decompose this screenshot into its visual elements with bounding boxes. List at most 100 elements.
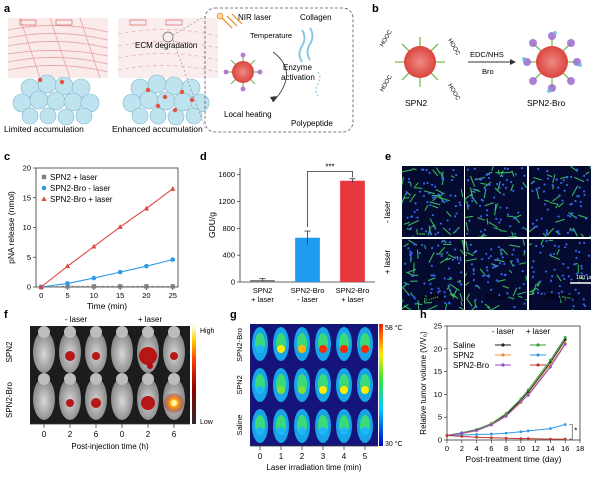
cell-nucleus <box>549 279 553 282</box>
cell-nucleus <box>409 254 412 257</box>
h-xtick-label: 12 <box>531 444 539 453</box>
mouse-head <box>64 373 76 385</box>
mouse-silhouette <box>163 326 185 373</box>
collagen-fiber <box>440 171 443 177</box>
cell-nucleus <box>520 167 524 170</box>
g-xlabel: Laser irradiation time (min) <box>266 463 361 472</box>
fluorescence-mice <box>33 326 185 420</box>
f-scale-high: High <box>200 328 215 335</box>
collagen-fiber <box>528 293 533 296</box>
collagen-fiber <box>465 221 469 232</box>
cell-nucleus <box>449 194 452 197</box>
cell-nucleus <box>501 256 504 259</box>
c-ytick-label: 15 <box>23 193 31 202</box>
c-data-point <box>38 284 44 289</box>
cell-nucleus <box>557 292 560 295</box>
cell-nucleus <box>494 265 497 269</box>
cell-nucleus <box>493 196 496 199</box>
cell-nucleus <box>449 289 452 292</box>
collagen-fiber <box>403 243 409 248</box>
cell-nucleus <box>447 284 450 287</box>
cell-nucleus <box>489 254 492 258</box>
cell-nucleus <box>437 291 440 294</box>
cell-nucleus <box>447 267 450 270</box>
collagen-fiber <box>571 185 579 196</box>
collagen-fiber <box>428 296 439 301</box>
cell-nucleus <box>493 264 496 267</box>
cell-nucleus <box>484 187 487 191</box>
h-data-point <box>526 393 530 397</box>
collagen-fiber <box>495 259 505 263</box>
thermal-mouse <box>315 327 331 361</box>
cooh-label-2: HOOC <box>380 74 395 93</box>
cell-nucleus <box>426 201 429 204</box>
nir-laser-label: NIR laser <box>238 13 272 22</box>
cell-nucleus <box>502 183 505 186</box>
cell-nucleus <box>542 190 546 193</box>
mouse-silhouette <box>85 373 107 420</box>
cell-nucleus <box>440 254 443 258</box>
cell-nucleus <box>517 211 520 214</box>
h-xtick-label: 2 <box>460 444 464 453</box>
f-tick-label: 6 <box>172 430 177 439</box>
collagen-fiber <box>494 187 502 194</box>
thermal-mouse <box>294 327 310 361</box>
h-legend-marker <box>536 353 540 357</box>
d-category-label: + laser <box>341 295 364 304</box>
cell-nucleus <box>436 252 439 255</box>
h-data-point <box>526 429 530 433</box>
c-data-point <box>117 284 123 289</box>
cell-nucleus <box>498 186 501 189</box>
cell-nucleus <box>549 253 552 256</box>
g-row-spn2bro: SPN2-Bro <box>235 328 244 362</box>
g-temp-high: 58 °C <box>385 324 403 332</box>
panel-label-a: a <box>4 3 11 15</box>
cell-nucleus <box>567 275 570 278</box>
cell-nucleus <box>444 240 447 244</box>
h-legend-marker <box>536 343 540 347</box>
cell-nucleus <box>580 272 583 275</box>
h-xtick-label: 14 <box>546 444 554 453</box>
collagen-fiber <box>486 218 489 225</box>
micrograph-cell <box>401 239 465 311</box>
cell-nucleus <box>565 176 569 179</box>
cell-nucleus <box>579 205 583 208</box>
collagen-fiber <box>556 249 560 256</box>
collagen-fiber <box>574 176 585 183</box>
collagen-fiber <box>512 287 518 297</box>
f-group-plus: + laser <box>138 315 163 324</box>
cell-nucleus <box>500 273 503 276</box>
cell-nucleus <box>502 193 505 196</box>
cell-nucleus <box>582 298 585 301</box>
cell-nucleus <box>582 303 586 306</box>
e-col-label-spn2bro: SPN2-Bro <box>542 293 579 302</box>
collagen-fiber <box>530 290 535 295</box>
h-ytick-label: 20 <box>434 344 442 353</box>
h-legend-marker <box>501 343 505 347</box>
thermal-hotspot <box>256 427 264 435</box>
h-ytick-label: 10 <box>434 390 442 399</box>
cell-nucleus <box>490 248 493 251</box>
mouse-silhouette <box>137 373 159 420</box>
thermal-hotspot <box>361 427 369 435</box>
cell-nucleus <box>437 231 440 234</box>
d-ytick-label: 1600 <box>218 170 235 179</box>
h-ytick-label: 0 <box>438 436 442 445</box>
h-data-point <box>549 437 552 441</box>
mouse-body <box>111 378 133 420</box>
cell-nucleus <box>454 215 457 218</box>
cell-nucleus <box>442 178 445 181</box>
cell-nucleus <box>563 277 566 281</box>
cell-nucleus <box>513 306 516 309</box>
cell-nucleus <box>470 263 474 266</box>
cell-nucleus <box>561 274 564 277</box>
f-group-minus: - laser <box>65 315 88 324</box>
collagen-fiber <box>409 193 416 203</box>
collagen-fiber <box>468 252 474 257</box>
collagen-fiber <box>401 195 406 204</box>
collagen-fiber <box>446 285 451 290</box>
panel-label-h: h <box>420 309 427 321</box>
cell-nucleus <box>567 266 570 269</box>
collagen-fiber <box>427 304 438 311</box>
